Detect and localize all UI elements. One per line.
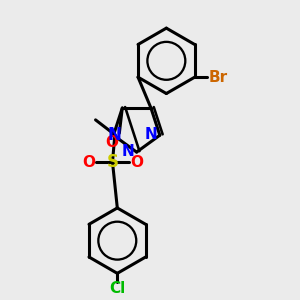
Text: Cl: Cl <box>109 281 125 296</box>
Text: O: O <box>82 154 95 169</box>
Text: N: N <box>121 144 134 159</box>
Text: O: O <box>106 135 118 150</box>
Text: O: O <box>130 154 143 169</box>
Text: Br: Br <box>208 70 228 85</box>
Text: S: S <box>106 153 119 171</box>
Text: N: N <box>145 127 158 142</box>
Text: N: N <box>108 126 122 144</box>
